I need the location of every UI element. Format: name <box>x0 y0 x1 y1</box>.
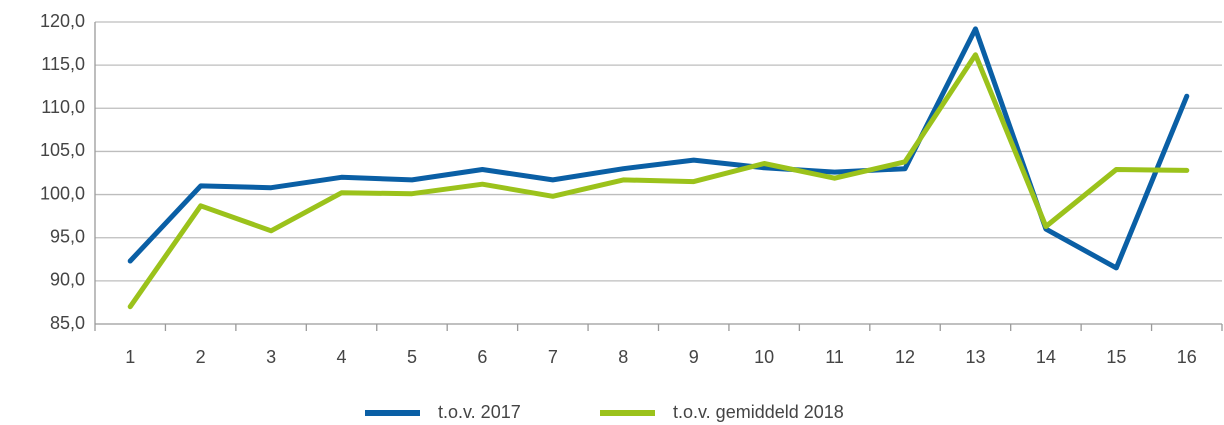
x-tick-label: 11 <box>825 347 844 367</box>
x-tick-label: 13 <box>965 347 985 367</box>
y-tick-label: 90,0 <box>50 270 85 290</box>
x-tick-label: 12 <box>895 347 915 367</box>
y-tick-label: 95,0 <box>50 226 85 246</box>
y-tick-label: 100,0 <box>40 183 85 203</box>
x-tick-label: 16 <box>1177 347 1197 367</box>
x-tick-label: 14 <box>1036 347 1056 367</box>
x-tick-label: 3 <box>266 347 276 367</box>
x-tick-label: 1 <box>125 347 135 367</box>
x-tick-label: 4 <box>337 347 347 367</box>
x-tick-label: 8 <box>618 347 628 367</box>
x-tick-label: 15 <box>1106 347 1126 367</box>
y-tick-label: 120,0 <box>40 11 85 31</box>
data-line <box>127 26 1190 271</box>
x-tick-label: 5 <box>407 347 417 367</box>
x-tick-label: 9 <box>689 347 699 367</box>
y-tick-label: 105,0 <box>40 140 85 160</box>
y-tick-label: 115,0 <box>41 54 85 74</box>
legend-label: t.o.v. gemiddeld 2018 <box>673 402 844 422</box>
legend-label: t.o.v. 2017 <box>438 402 521 422</box>
x-tick-label: 10 <box>754 347 774 367</box>
x-tick-label: 2 <box>196 347 206 367</box>
x-tick-label: 7 <box>548 347 558 367</box>
x-tick-label: 6 <box>477 347 487 367</box>
y-tick-label: 110,0 <box>41 97 85 117</box>
y-tick-label: 85,0 <box>50 313 85 333</box>
data-line <box>127 52 1190 310</box>
